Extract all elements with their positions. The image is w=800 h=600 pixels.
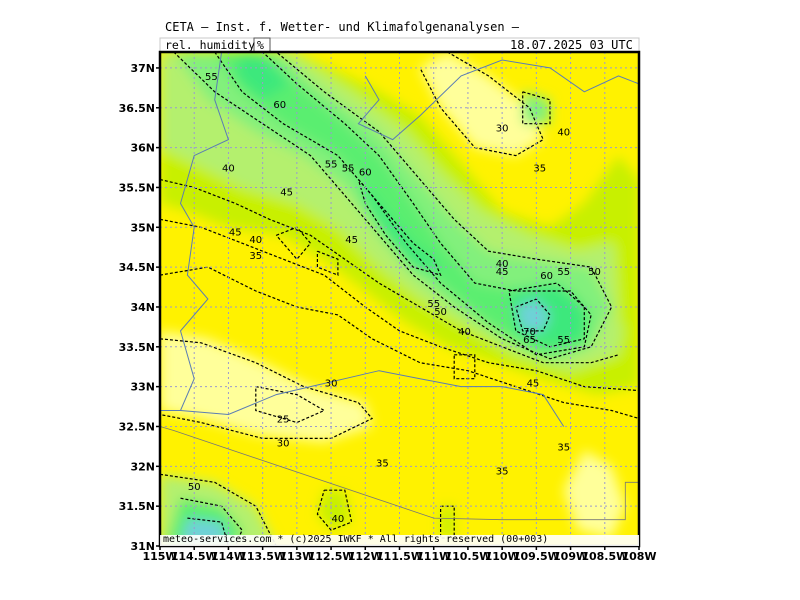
contour-label: 45 <box>496 267 509 278</box>
datetime-label: 18.07.2025 03 UTC <box>510 38 633 52</box>
copyright-footer: meteo-services.com * (c)2025 IWKF * All … <box>163 534 549 545</box>
lon-label: 112.5W <box>308 550 355 563</box>
lon-label: 111.5W <box>376 550 423 563</box>
contour-label: 35 <box>557 442 570 453</box>
lon-label: 109W <box>553 550 588 563</box>
lon-label: 111W <box>416 550 451 563</box>
contour-label: 50 <box>434 307 447 318</box>
contour-label: 55 <box>427 299 440 310</box>
contour-label: 60 <box>359 168 372 179</box>
contour-label: 50 <box>188 482 201 493</box>
contour-label: 40 <box>496 259 509 270</box>
contour-label: 25 <box>277 415 290 426</box>
lon-label: 113.5W <box>239 550 286 563</box>
lon-label: 112W <box>348 550 383 563</box>
contour-label: 40 <box>332 514 345 525</box>
contour-label: 55 <box>557 335 570 346</box>
contour-label: 55 <box>342 164 355 175</box>
lat-label: 34N <box>130 301 155 314</box>
footer-box <box>160 535 639 546</box>
header-title: CETA – Inst. f. Wetter- und Klimafolgena… <box>165 20 520 34</box>
contour-label: 30 <box>277 438 290 449</box>
lat-label: 33N <box>130 381 155 394</box>
contour-label: 45 <box>280 187 293 198</box>
lon-label: 109.5W <box>513 550 560 563</box>
lat-label: 36.5N <box>119 102 155 115</box>
contour-label: 35 <box>249 251 262 262</box>
contour-label: 35 <box>376 458 389 469</box>
lon-label: 108.5W <box>581 550 628 563</box>
contour-label: 40 <box>222 164 235 175</box>
lat-label: 34.5N <box>119 261 155 274</box>
contour-label: 35 <box>496 466 509 477</box>
lon-label: 108W <box>621 550 656 563</box>
contour-label: 45 <box>229 227 242 238</box>
variable-label: rel. humidity <box>165 38 256 52</box>
contour-label: 40 <box>458 327 471 338</box>
state-borders <box>160 52 639 521</box>
contour-label: 70 <box>523 327 536 338</box>
lat-label: 32.5N <box>119 420 155 433</box>
contour-label: 40 <box>557 128 570 139</box>
lat-label: 35.5N <box>119 181 155 194</box>
lat-label: 35N <box>130 221 155 234</box>
lon-label: 110.5W <box>444 550 491 563</box>
lon-label: 115W <box>142 550 177 563</box>
contour-label: 30 <box>496 124 509 135</box>
lon-label: 113W <box>279 550 314 563</box>
contour-label: 45 <box>345 235 358 246</box>
contour-label: 40 <box>249 235 262 246</box>
contour-label: 60 <box>273 100 286 111</box>
contour-label: 55 <box>205 72 218 83</box>
latitude-labels: 37N 36.5N 36N 35.5N 35N 34.5N 34N 33.5N 33N 32.5N… <box>119 62 155 553</box>
unit-label: % <box>257 38 264 52</box>
contour-label: 55 <box>557 267 570 278</box>
lat-label: 36N <box>130 142 155 155</box>
axis-ticks <box>156 67 640 550</box>
lat-label: 33.5N <box>119 341 155 354</box>
contour-label: 30 <box>325 379 338 390</box>
contour-label: 55 <box>325 160 338 171</box>
lon-label: 114.5W <box>171 550 218 563</box>
contour-label: 60 <box>540 271 553 282</box>
contour-label: 35 <box>533 164 546 175</box>
contour-label: 50 <box>588 267 601 278</box>
lon-label: 110W <box>485 550 520 563</box>
lat-label: 31.5N <box>119 500 155 513</box>
lon-label: 114W <box>211 550 246 563</box>
contour-label: 65 <box>523 335 536 346</box>
lat-label: 31N <box>130 540 155 553</box>
lat-label: 37N <box>130 62 155 75</box>
longitude-labels: 115W114.5W114W113.5W113W112.5W112W111.5W… <box>142 550 656 563</box>
lat-label: 32N <box>130 460 155 473</box>
lat-lon-grid <box>160 52 639 546</box>
contour-label: 45 <box>527 379 540 390</box>
